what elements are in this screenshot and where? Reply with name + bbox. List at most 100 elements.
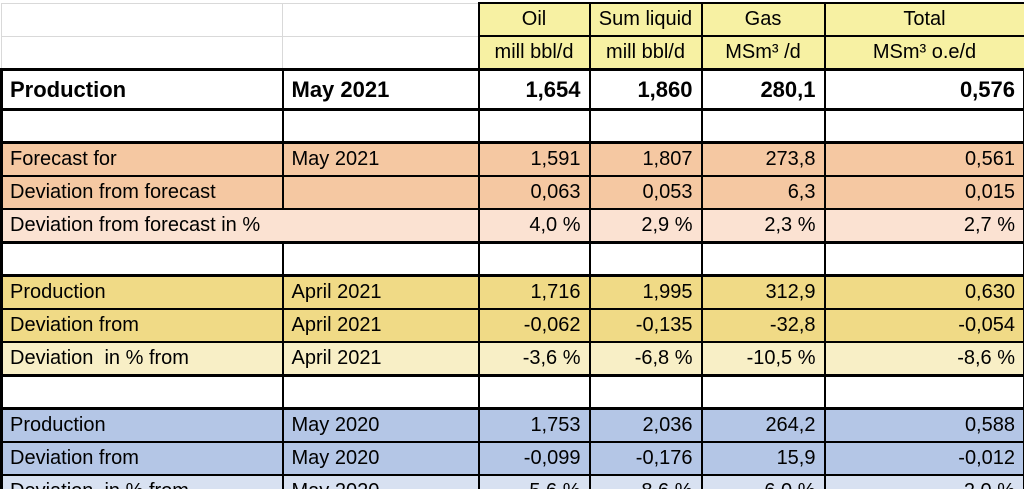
deviation-percent-may2020-row: Deviation in % from May 2020 -5,6 % -8,6… bbox=[0, 474, 1024, 489]
unit-total: MSm³ o.e/d bbox=[823, 35, 1024, 71]
cell-gas: 264,2 bbox=[700, 407, 826, 443]
production-april-row: Production April 2021 1,716 1,995 312,9 … bbox=[0, 274, 1024, 310]
cell-oil: 1,591 bbox=[477, 141, 591, 177]
empty-cell bbox=[700, 374, 826, 410]
cell-gas: -10,5 % bbox=[700, 341, 826, 377]
cell-total: -0,054 bbox=[823, 308, 1024, 343]
empty-cell bbox=[823, 108, 1024, 144]
row-period: May 2020 bbox=[281, 441, 480, 476]
row-period: May 2021 bbox=[281, 68, 480, 111]
column-header-gas: Gas bbox=[700, 2, 826, 37]
empty-cell bbox=[0, 241, 284, 277]
cell-oil: -0,099 bbox=[477, 441, 591, 476]
empty-cell bbox=[588, 241, 703, 277]
empty-cell bbox=[477, 241, 591, 277]
spacer-row bbox=[0, 374, 1024, 410]
production-may2020-row: Production May 2020 1,753 2,036 264,2 0,… bbox=[0, 407, 1024, 443]
header-row-units: mill bbl/d mill bbl/d MSm³ /d MSm³ o.e/d bbox=[1, 35, 1024, 71]
cell-oil: 1,654 bbox=[477, 68, 591, 111]
empty-cell bbox=[1, 2, 283, 37]
empty-cell bbox=[0, 108, 284, 144]
empty-cell bbox=[477, 108, 591, 144]
row-period: May 2020 bbox=[281, 407, 480, 443]
row-label: Deviation from bbox=[0, 441, 284, 476]
cell-gas: 15,9 bbox=[700, 441, 826, 476]
unit-oil: mill bbl/d bbox=[477, 35, 591, 71]
empty-cell bbox=[1, 35, 283, 70]
deviation-from-forecast-row: Deviation from forecast 0,063 0,053 6,3 … bbox=[0, 175, 1024, 210]
spacer-row bbox=[0, 108, 1024, 144]
cell-sum-liquid: 2,036 bbox=[588, 407, 703, 443]
cell-sum-liquid: 1,995 bbox=[588, 274, 703, 310]
row-period: April 2021 bbox=[281, 308, 480, 343]
cell-gas: 280,1 bbox=[700, 68, 826, 111]
row-label: Production bbox=[0, 407, 284, 443]
cell-oil: 4,0 % bbox=[477, 208, 591, 244]
cell-oil: 0,063 bbox=[477, 175, 591, 210]
unit-gas: MSm³ /d bbox=[700, 35, 826, 71]
cell-sum-liquid: -8,6 % bbox=[588, 474, 703, 489]
cell-gas: 312,9 bbox=[700, 274, 826, 310]
row-label: Deviation from bbox=[0, 308, 284, 343]
row-period: April 2021 bbox=[281, 341, 480, 377]
deviation-april-row: Deviation from April 2021 -0,062 -0,135 … bbox=[0, 308, 1024, 343]
cell-total: -0,012 bbox=[823, 441, 1024, 476]
production-current-row: Production May 2021 1,654 1,860 280,1 0,… bbox=[0, 68, 1024, 111]
cell-total: 0,630 bbox=[823, 274, 1024, 310]
cell-total: 2,7 % bbox=[823, 208, 1024, 244]
column-header-sum-liquid: Sum liquid bbox=[588, 2, 703, 37]
deviation-from-forecast-percent-row: Deviation from forecast in % 4,0 % 2,9 %… bbox=[0, 208, 1024, 244]
empty-cell bbox=[588, 374, 703, 410]
cell-total: -2,0 % bbox=[823, 474, 1024, 489]
empty-cell bbox=[477, 374, 591, 410]
empty-cell bbox=[0, 374, 284, 410]
unit-sum-liquid: mill bbl/d bbox=[588, 35, 703, 71]
row-label: Deviation from forecast in % bbox=[0, 208, 480, 244]
cell-sum-liquid: 2,9 % bbox=[588, 208, 703, 244]
deviation-percent-april-row: Deviation in % from April 2021 -3,6 % -6… bbox=[0, 341, 1024, 377]
cell-oil: -3,6 % bbox=[477, 341, 591, 377]
cell-oil: -0,062 bbox=[477, 308, 591, 343]
cell-total: 0,576 bbox=[823, 68, 1024, 111]
cell-gas: 6,3 bbox=[700, 175, 826, 210]
spacer-row bbox=[0, 241, 1024, 277]
cell-gas: 273,8 bbox=[700, 141, 826, 177]
empty-cell bbox=[823, 374, 1024, 410]
row-period: May 2021 bbox=[281, 141, 480, 177]
empty-cell bbox=[700, 241, 826, 277]
row-label: Deviation from forecast bbox=[0, 175, 284, 210]
empty-cell bbox=[281, 108, 480, 144]
row-label: Production bbox=[0, 274, 284, 310]
empty-cell bbox=[281, 241, 480, 277]
cell-total: -8,6 % bbox=[823, 341, 1024, 377]
empty-cell bbox=[282, 35, 479, 70]
row-label: Production bbox=[0, 68, 284, 111]
row-period bbox=[281, 175, 480, 210]
empty-cell bbox=[700, 108, 826, 144]
cell-gas: 2,3 % bbox=[700, 208, 826, 244]
header-row-names: Oil Sum liquid Gas Total bbox=[1, 2, 1024, 37]
row-label: Deviation in % from bbox=[0, 474, 284, 489]
cell-total: 0,588 bbox=[823, 407, 1024, 443]
cell-sum-liquid: 1,807 bbox=[588, 141, 703, 177]
cell-sum-liquid: 0,053 bbox=[588, 175, 703, 210]
cell-sum-liquid: -0,176 bbox=[588, 441, 703, 476]
cell-gas: 6,0 % bbox=[700, 474, 826, 489]
cell-sum-liquid: -6,8 % bbox=[588, 341, 703, 377]
row-period: April 2021 bbox=[281, 274, 480, 310]
cell-gas: -32,8 bbox=[700, 308, 826, 343]
empty-cell bbox=[588, 108, 703, 144]
cell-total: 0,561 bbox=[823, 141, 1024, 177]
row-label: Forecast for bbox=[0, 141, 284, 177]
forecast-row: Forecast for May 2021 1,591 1,807 273,8 … bbox=[0, 141, 1024, 177]
row-label: Deviation in % from bbox=[0, 341, 284, 377]
row-period: May 2020 bbox=[281, 474, 480, 489]
column-header-oil: Oil bbox=[477, 2, 591, 37]
cell-oil: 1,716 bbox=[477, 274, 591, 310]
cell-sum-liquid: -0,135 bbox=[588, 308, 703, 343]
cell-total: 0,015 bbox=[823, 175, 1024, 210]
column-header-total: Total bbox=[823, 2, 1024, 37]
cell-sum-liquid: 1,860 bbox=[588, 68, 703, 111]
cell-oil: -5,6 % bbox=[477, 474, 591, 489]
